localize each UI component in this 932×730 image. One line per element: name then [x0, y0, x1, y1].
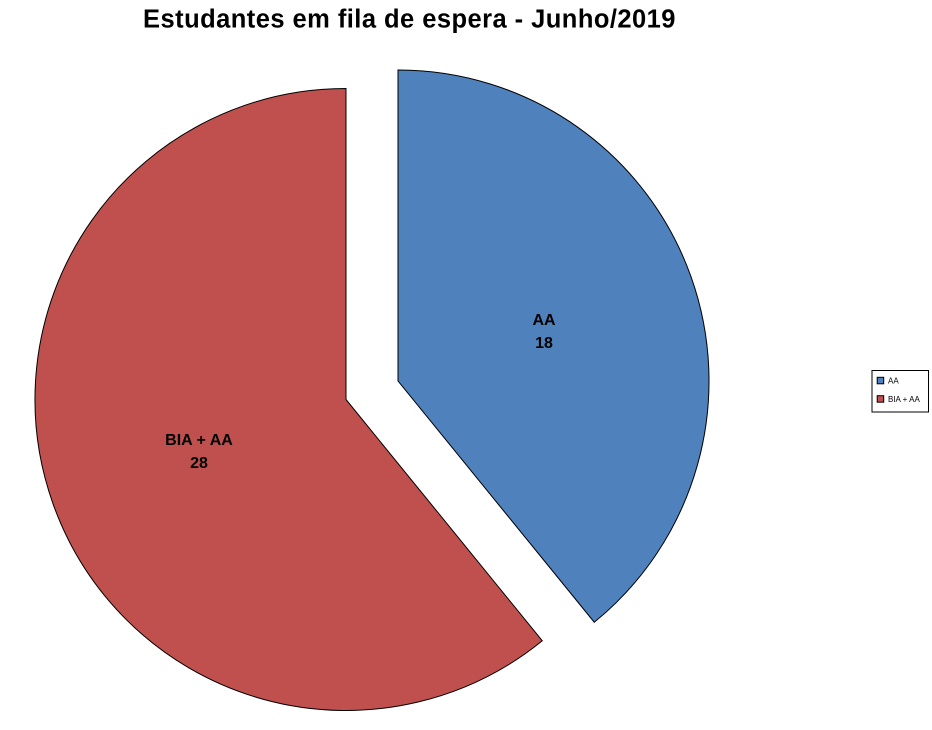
- svg-text:Estudantes em fila de espera -: Estudantes em fila de espera - Junho/201…: [143, 6, 676, 34]
- svg-text:BIA + AA: BIA + AA: [888, 395, 920, 404]
- svg-text:BIA + AA: BIA + AA: [165, 432, 233, 449]
- svg-text:28: 28: [190, 455, 208, 472]
- svg-text:18: 18: [535, 335, 553, 352]
- svg-text:AA: AA: [888, 376, 899, 385]
- svg-text:AA: AA: [532, 312, 556, 329]
